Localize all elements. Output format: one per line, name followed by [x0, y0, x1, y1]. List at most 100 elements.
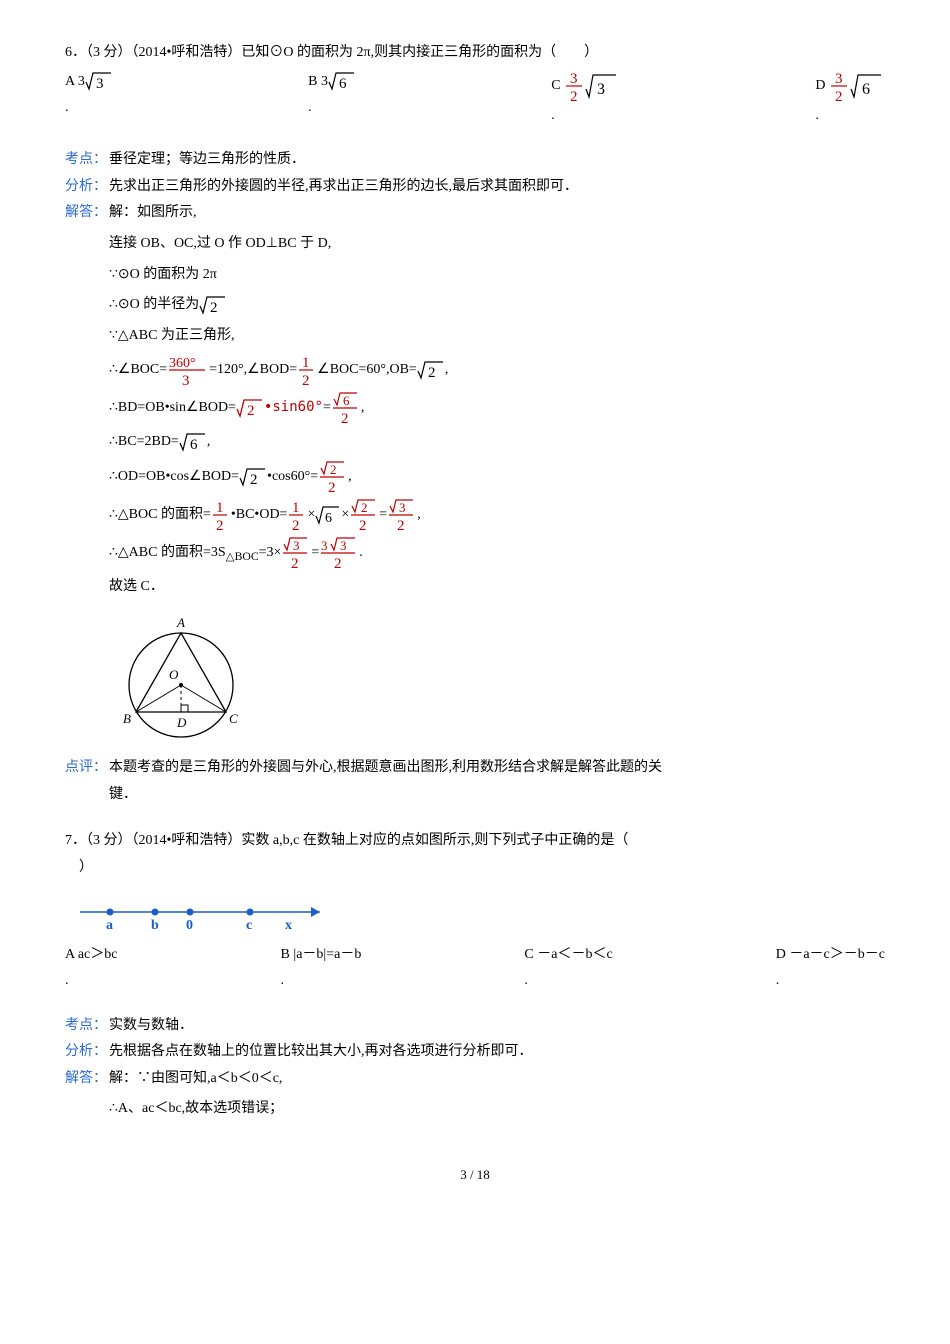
svg-text:1: 1 — [292, 500, 300, 516]
q6-l10c: = — [311, 545, 319, 560]
q7-stem: 7．（3 分）（2014•呼和浩特）实数 a,b,c 在数轴上对应的点如图所示,… — [65, 828, 885, 881]
optD-letter: D — [815, 78, 825, 93]
q6-stem: 6．（3 分）（2014•呼和浩特）已知⊙O 的面积为 2π,则其内接正三角形的… — [65, 40, 885, 67]
question-6: 6．（3 分）（2014•呼和浩特）已知⊙O 的面积为 2π,则其内接正三角形的… — [65, 40, 885, 808]
sqrt6-icon-b: 6 — [179, 432, 207, 452]
q6-l1: 连接 OB、OC,过 O 作 OD⊥BC 于 D, — [109, 231, 885, 258]
q6-l2: ∵⊙O 的面积为 2π — [109, 262, 885, 289]
optA-coeff: 3 — [78, 74, 85, 89]
svg-text:B: B — [123, 711, 131, 726]
svg-text:6: 6 — [190, 437, 198, 452]
svg-text:A: A — [176, 615, 185, 630]
svg-text:2: 2 — [397, 518, 405, 532]
svg-text:2: 2 — [359, 518, 367, 532]
q6-l10a: ∴△ABC 的面积=3S — [109, 545, 226, 560]
svg-text:0: 0 — [186, 918, 193, 932]
q6-optA: A 33 . — [65, 69, 113, 130]
q6-l5d: , — [445, 363, 449, 378]
q6-optC: C 3 2 3 . — [551, 69, 620, 130]
q6-l10: ∴△ABC 的面积=3S△BOC=3×32=332. — [109, 536, 885, 570]
svg-text:2: 2 — [250, 472, 258, 487]
q6-solution-body: 连接 OB、OC,过 O 作 OD⊥BC 于 D, ∵⊙O 的面积为 2π ∴⊙… — [65, 231, 885, 755]
triangle-circle-diagram: A B C D O — [109, 605, 259, 745]
fenxi-text: 先求出正三角形的外接圆的半径,再求出正三角形的边长,最后求其面积即可． — [109, 174, 885, 201]
svg-text:3: 3 — [570, 71, 578, 87]
q7-optC: C －a＜－b＜c. — [524, 942, 612, 995]
q7-kd-label: 考点： — [65, 1013, 109, 1040]
q6-l8c: , — [348, 469, 352, 484]
svg-text:1: 1 — [216, 500, 224, 516]
frac-1-2-b-icon: 12 — [211, 498, 231, 532]
q7-optD: D －a－c＞－b－c. — [776, 942, 885, 995]
q7-solution-body: ∴A、ac＜bc,故本选项错误； — [65, 1096, 885, 1123]
svg-text:2: 2 — [328, 480, 336, 494]
q6-l7b: , — [207, 434, 211, 449]
frac-sqrt6-2-icon: 62 — [331, 391, 361, 425]
frac-3-2-sqrt6-icon: 3 2 6 — [829, 69, 885, 103]
frac-360-3-icon: 360°3 — [167, 353, 209, 387]
q7-fx-text: 先根据各点在数轴上的位置比较出其大小,再对各选项进行分析即可． — [109, 1039, 885, 1066]
q6-l9b: •BC•OD= — [231, 507, 288, 522]
jieda-prefix: 解：如图所示, — [109, 200, 885, 227]
q7-jd-prefix: 解：∵由图可知,a＜b＜0＜c, — [109, 1066, 885, 1093]
q7-optA-text: A ac＞bc — [65, 947, 117, 962]
page-number: 3 / 18 — [65, 1163, 885, 1188]
frac-sqrt2-2-icon: 22 — [318, 460, 348, 494]
optB-coeff: 3 — [321, 74, 328, 89]
q7-fx-label: 分析： — [65, 1039, 109, 1066]
kaodian-label: 考点： — [65, 147, 109, 174]
kaodian-text: 垂径定理；等边三角形的性质． — [109, 147, 885, 174]
q7-options: A ac＞bc. B |a－b|=a－b. C －a＜－b＜c. D －a－c＞… — [65, 942, 885, 995]
frac-sqrt2-2-b-icon: 22 — [349, 498, 379, 532]
svg-text:2: 2 — [428, 365, 436, 380]
dianping-label: 点评： — [65, 755, 109, 782]
q6-l9c: × — [307, 507, 315, 522]
frac-3-2-sqrt3-icon: 3 2 3 — [564, 69, 620, 103]
q6-l9e: = — [379, 507, 387, 522]
q7-kd-text: 实数与数轴． — [109, 1013, 885, 1040]
q6-kaodian: 考点： 垂径定理；等边三角形的性质． — [65, 147, 885, 174]
q7-jd-label: 解答： — [65, 1066, 109, 1093]
frac-1-2-icon: 12 — [297, 353, 317, 387]
svg-text:2: 2 — [291, 556, 299, 570]
number-line-diagram: a b 0 c x — [75, 892, 335, 932]
svg-text:2: 2 — [334, 556, 342, 570]
q6-l8: ∴OD=OB•cos∠BOD=2•cos60°=22, — [109, 460, 885, 494]
svg-text:D: D — [176, 715, 187, 730]
q6-l5b: =120°,∠BOD= — [209, 363, 297, 378]
q7-optD-text: D －a－c＞－b－c — [776, 947, 885, 962]
q6-l5: ∴∠BOC=360°3=120°,∠BOD=12∠BOC=60°,OB= 2, — [109, 353, 885, 387]
svg-text:2: 2 — [210, 300, 218, 315]
q6-l6b: •sin60° — [264, 400, 323, 416]
svg-text:a: a — [106, 918, 113, 932]
sqrt2-icon-d: 2 — [239, 467, 267, 487]
svg-text:2: 2 — [570, 89, 578, 103]
q6-l4: ∵△ABC 为正三角形, — [109, 323, 885, 350]
sqrt3-icon: 3 — [85, 71, 113, 91]
svg-text:C: C — [229, 711, 238, 726]
frac-3sqrt3-2-icon: 332 — [319, 536, 359, 570]
q6-l9a: ∴△BOC 的面积= — [109, 507, 211, 522]
optA-letter: A — [65, 74, 74, 89]
q7-jieda-head: 解答： 解：∵由图可知,a＜b＜0＜c, — [65, 1066, 885, 1093]
q6-l9f: , — [417, 507, 421, 522]
question-7: 7．（3 分）（2014•呼和浩特）实数 a,b,c 在数轴上对应的点如图所示,… — [65, 828, 885, 1123]
q6-optD: D 3 2 6 . — [815, 69, 885, 130]
q6-l5a: ∴∠BOC= — [109, 363, 167, 378]
q7-fenxi: 分析： 先根据各点在数轴上的位置比较出其大小,再对各选项进行分析即可． — [65, 1039, 885, 1066]
svg-text:c: c — [246, 918, 252, 932]
svg-text:b: b — [151, 918, 159, 932]
q6-jieda-head: 解答： 解：如图所示, — [65, 200, 885, 227]
q6-l6: ∴BD=OB•sin∠BOD=2•sin60°=62, — [109, 391, 885, 425]
sqrt6-icon-c: 6 — [315, 505, 341, 525]
optB-letter: B — [308, 74, 317, 89]
svg-text:3: 3 — [835, 71, 843, 87]
q6-l5c: ∠BOC=60°,OB= — [317, 363, 417, 378]
svg-text:3: 3 — [321, 538, 328, 553]
frac-1-2-c-icon: 12 — [287, 498, 307, 532]
jieda-label: 解答： — [65, 200, 109, 227]
q7-optA: A ac＞bc. — [65, 942, 117, 995]
q6-l6d: , — [361, 401, 365, 416]
sqrt2-icon: 2 — [199, 295, 227, 315]
svg-text:3: 3 — [399, 500, 406, 515]
